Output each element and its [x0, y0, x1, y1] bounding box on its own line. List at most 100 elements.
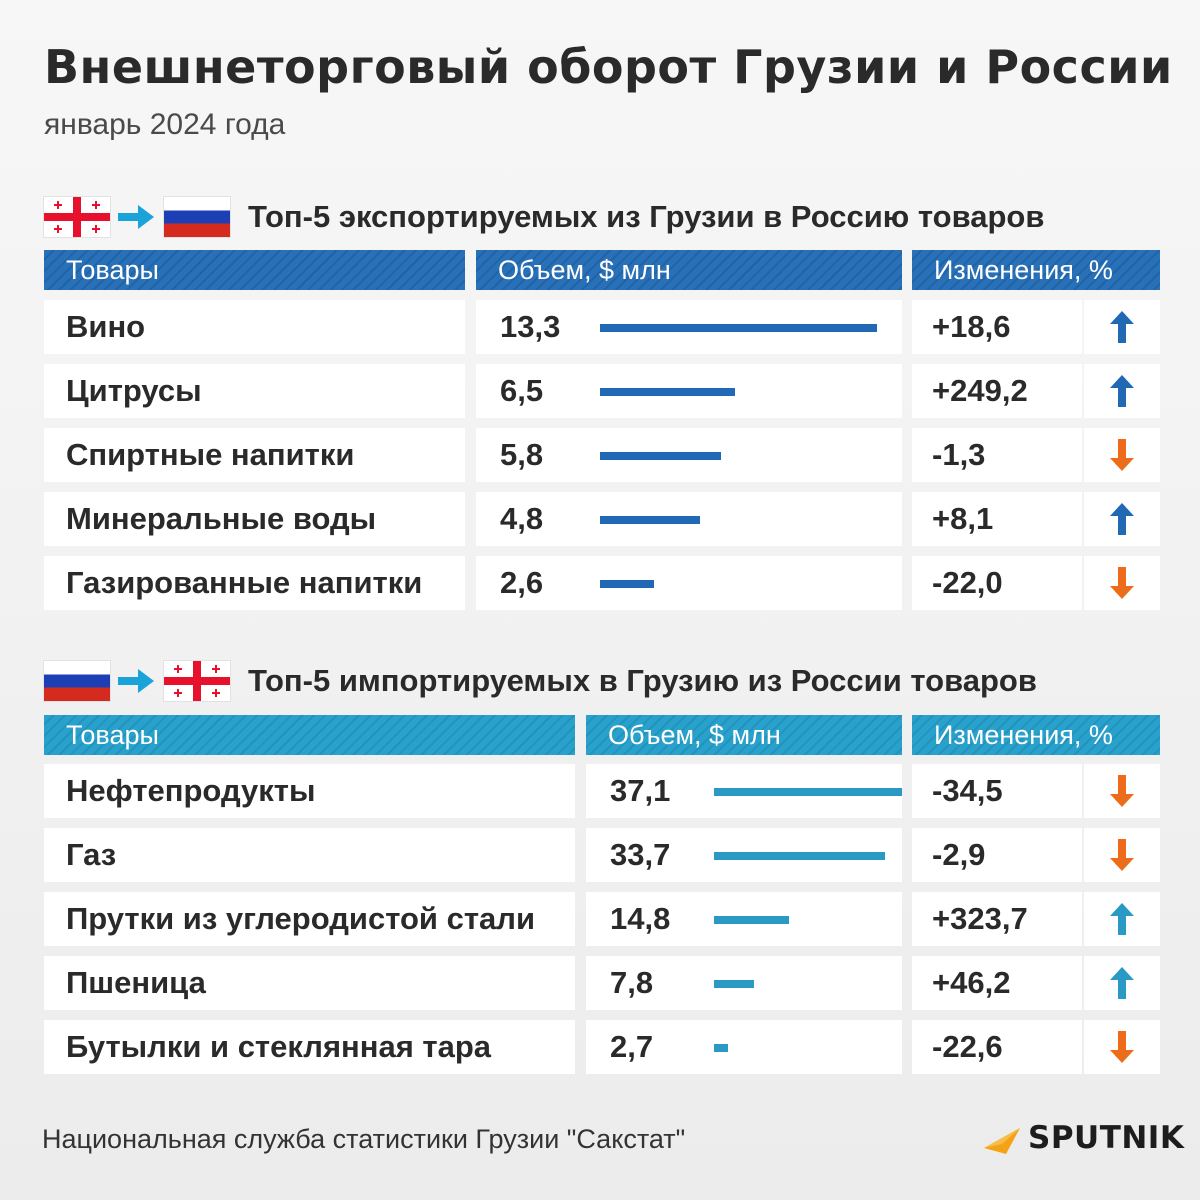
arrow-down-icon	[1110, 775, 1134, 807]
sputnik-logo-icon	[984, 1128, 1020, 1154]
import-goods-name: Бутылки и стеклянная тара	[44, 1020, 575, 1074]
export-section-heading: Топ-5 экспортируемых из Грузии в Россию …	[44, 194, 1044, 240]
georgia-flag-icon	[164, 661, 230, 701]
import-change-value: -22,6	[912, 1020, 1082, 1074]
export-change-value: -22,0	[912, 556, 1082, 610]
import-table-row: Пшеница 7,8 +46,2	[44, 956, 1160, 1010]
sputnik-logo-text: SPUTNIK	[1028, 1120, 1185, 1156]
arrow-down-icon	[1110, 567, 1134, 599]
export-change-arrow-cell	[1084, 428, 1160, 482]
export-volume-bar	[600, 324, 877, 332]
export-change-value: -1,3	[912, 428, 1082, 482]
export-volume-cell: 4,8	[476, 492, 902, 546]
export-volume-cell: 6,5	[476, 364, 902, 418]
import-volume-cell: 33,7	[586, 828, 902, 882]
export-volume-value: 2,6	[500, 565, 544, 600]
import-change-arrow-cell	[1084, 1020, 1160, 1074]
arrow-up-icon	[1110, 903, 1134, 935]
export-volume-value: 6,5	[500, 373, 544, 408]
import-header-goods: Товары	[44, 715, 575, 755]
export-volume-cell: 2,6	[476, 556, 902, 610]
export-table-row: Спиртные напитки 5,8 -1,3	[44, 428, 1160, 482]
import-table-row: Бутылки и стеклянная тара 2,7 -22,6	[44, 1020, 1160, 1074]
import-header-volume: Объем, $ млн	[586, 715, 902, 755]
import-volume-bar	[714, 1044, 728, 1052]
export-goods-name: Газированные напитки	[44, 556, 465, 610]
import-change-arrow-cell	[1084, 956, 1160, 1010]
arrow-up-icon	[1110, 375, 1134, 407]
export-table-row: Газированные напитки 2,6 -22,0	[44, 556, 1160, 610]
export-volume-value: 4,8	[500, 501, 544, 536]
export-change-arrow-cell	[1084, 364, 1160, 418]
import-volume-value: 14,8	[610, 901, 671, 936]
import-change-arrow-cell	[1084, 828, 1160, 882]
import-volume-value: 7,8	[610, 965, 654, 1000]
import-volume-cell: 14,8	[586, 892, 902, 946]
export-volume-value: 5,8	[500, 437, 544, 472]
import-change-value: -2,9	[912, 828, 1082, 882]
import-goods-name: Нефтепродукты	[44, 764, 575, 818]
arrow-up-icon	[1110, 503, 1134, 535]
export-volume-bar	[600, 452, 721, 460]
export-change-arrow-cell	[1084, 300, 1160, 354]
export-section-title: Топ-5 экспортируемых из Грузии в Россию …	[248, 199, 1045, 234]
russia-flag-icon	[44, 661, 110, 701]
export-volume-bar	[600, 516, 700, 524]
export-change-value: +8,1	[912, 492, 1082, 546]
import-volume-bar	[714, 916, 789, 924]
import-change-value: +323,7	[912, 892, 1082, 946]
export-volume-cell: 5,8	[476, 428, 902, 482]
export-goods-name: Цитрусы	[44, 364, 465, 418]
russia-flag-icon	[164, 197, 230, 237]
export-table-row: Цитрусы 6,5 +249,2	[44, 364, 1160, 418]
import-volume-cell: 37,1	[586, 764, 902, 818]
export-goods-name: Вино	[44, 300, 465, 354]
export-goods-name: Спиртные напитки	[44, 428, 465, 482]
export-volume-cell: 13,3	[476, 300, 902, 354]
page-title: Внешнеторговый оборот Грузии и России	[44, 40, 1173, 94]
import-change-value: +46,2	[912, 956, 1082, 1010]
import-table-row: Газ 33,7 -2,9	[44, 828, 1160, 882]
export-header-goods: Товары	[44, 250, 465, 290]
arrow-down-icon	[1110, 439, 1134, 471]
export-goods-name: Минеральные воды	[44, 492, 465, 546]
arrow-right-icon	[114, 197, 160, 237]
arrow-down-icon	[1110, 1031, 1134, 1063]
import-volume-cell: 2,7	[586, 1020, 902, 1074]
source-note: Национальная служба статистики Грузии "С…	[42, 1124, 686, 1154]
export-change-value: +18,6	[912, 300, 1082, 354]
page-subtitle: январь 2024 года	[44, 108, 286, 141]
import-volume-value: 37,1	[610, 773, 671, 808]
import-header-change: Изменения, %	[912, 715, 1160, 755]
export-table-row: Вино 13,3 +18,6	[44, 300, 1160, 354]
import-change-arrow-cell	[1084, 764, 1160, 818]
arrow-down-icon	[1110, 839, 1134, 871]
import-section-heading: Топ-5 импортируемых в Грузию из России т…	[44, 658, 1037, 704]
export-header-change: Изменения, %	[912, 250, 1160, 290]
export-change-value: +249,2	[912, 364, 1082, 418]
export-header-volume: Объем, $ млн	[476, 250, 902, 290]
import-change-value: -34,5	[912, 764, 1082, 818]
export-change-arrow-cell	[1084, 492, 1160, 546]
import-section-title: Топ-5 импортируемых в Грузию из России т…	[248, 663, 1037, 698]
export-table-row: Минеральные воды 4,8 +8,1	[44, 492, 1160, 546]
import-change-arrow-cell	[1084, 892, 1160, 946]
import-goods-name: Газ	[44, 828, 575, 882]
import-volume-value: 2,7	[610, 1029, 654, 1064]
import-volume-value: 33,7	[610, 837, 671, 872]
export-volume-bar	[600, 580, 655, 588]
import-volume-bar	[714, 852, 885, 860]
export-volume-value: 13,3	[500, 309, 561, 344]
import-volume-bar	[714, 788, 902, 796]
georgia-flag-icon	[44, 197, 110, 237]
export-change-arrow-cell	[1084, 556, 1160, 610]
import-table-row: Прутки из углеродистой стали 14,8 +323,7	[44, 892, 1160, 946]
arrow-right-icon	[114, 661, 160, 701]
import-goods-name: Прутки из углеродистой стали	[44, 892, 575, 946]
import-volume-cell: 7,8	[586, 956, 902, 1010]
arrow-up-icon	[1110, 967, 1134, 999]
import-goods-name: Пшеница	[44, 956, 575, 1010]
arrow-up-icon	[1110, 311, 1134, 343]
import-table-row: Нефтепродукты 37,1 -34,5	[44, 764, 1160, 818]
sputnik-logo: SPUTNIK	[982, 1118, 1184, 1158]
